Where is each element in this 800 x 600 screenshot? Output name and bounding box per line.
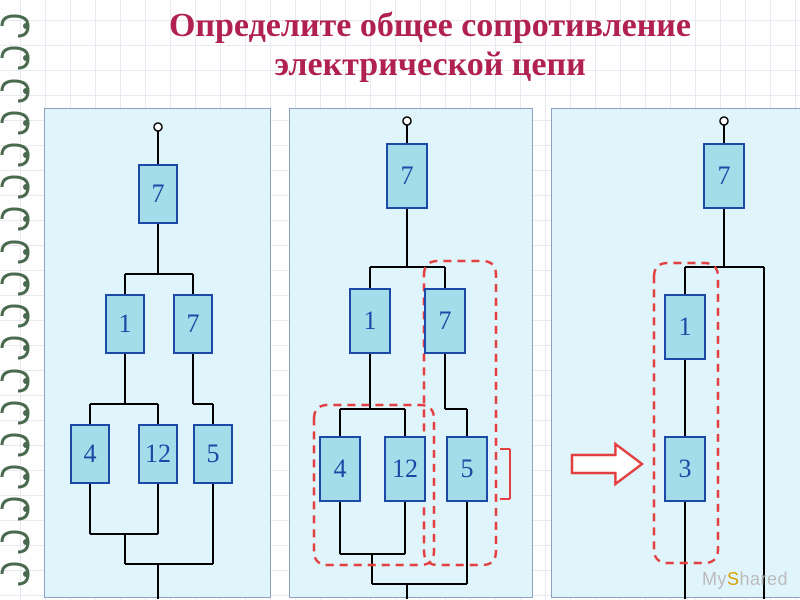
r2-1-label: 1	[364, 306, 377, 335]
r3-3-label: 3	[679, 454, 692, 483]
r1-5-label: 5	[207, 439, 220, 468]
watermark: MyShared	[702, 569, 788, 590]
page-title: Определите общее сопротивление электриче…	[60, 6, 800, 84]
r2-12-label: 12	[392, 454, 418, 483]
panels-row: 7 1 7 4 12 5 7 1 7 4 12 5 7 1 3	[44, 108, 800, 600]
r1-12-label: 12	[145, 439, 171, 468]
r3-1-label: 1	[679, 312, 692, 341]
title-line-1: Определите общее сопротивление	[60, 6, 800, 45]
r2-7a-label: 7	[401, 161, 414, 190]
spiral-binding	[0, 0, 36, 600]
panel-1: 7 1 7 4 12 5	[44, 108, 271, 598]
watermark-pre: My	[702, 569, 727, 589]
r1-7b-label: 7	[187, 309, 200, 338]
watermark-post: hared	[739, 569, 788, 589]
watermark-accent: S	[727, 569, 740, 589]
r1-1-label: 1	[119, 309, 132, 338]
r1-4-label: 4	[84, 439, 97, 468]
panel-2: 7 1 7 4 12 5	[289, 108, 533, 598]
title-line-2: электрической цепи	[60, 45, 800, 84]
r2-5-label: 5	[461, 454, 474, 483]
r2-7b-label: 7	[439, 306, 452, 335]
r2-4-label: 4	[334, 454, 347, 483]
panel-3: 7 1 3	[551, 108, 800, 598]
r3-7-label: 7	[718, 161, 731, 190]
r1-7a-label: 7	[152, 179, 165, 208]
